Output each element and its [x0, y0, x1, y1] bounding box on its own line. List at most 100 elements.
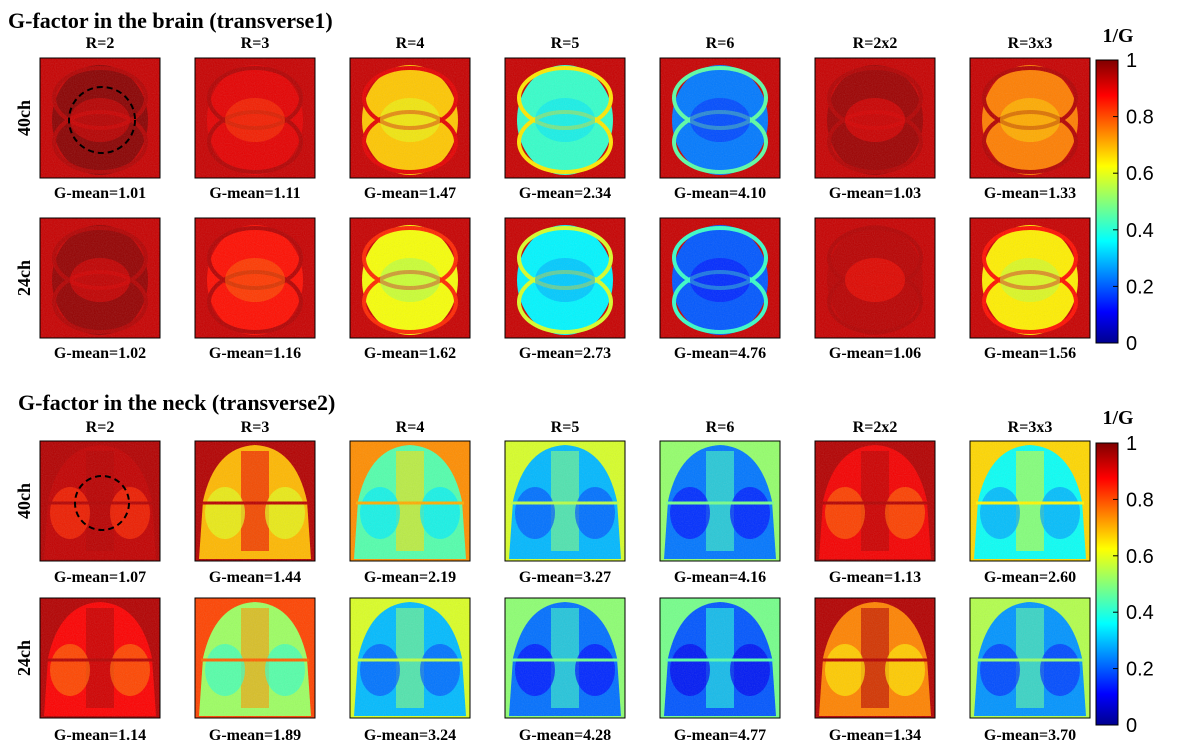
heatmap-cell: [504, 57, 626, 179]
colorbar-tick-label: 0.2: [1126, 276, 1154, 298]
heatmap-cell: [39, 217, 161, 339]
column-header: R=2x2: [853, 419, 898, 436]
column-header: R=6: [706, 35, 735, 52]
noise-overlay: [505, 441, 625, 561]
noise-overlay: [350, 441, 470, 561]
noise-overlay: [505, 598, 625, 718]
cell-border: [39, 440, 161, 562]
cell-border: [349, 217, 471, 339]
colorbar-tick-label: 1: [1126, 433, 1137, 455]
cell-border: [349, 597, 471, 719]
noise-overlay: [970, 598, 1090, 718]
colorbar-label: 1/G: [1102, 407, 1134, 429]
noise-overlay: [660, 441, 780, 561]
column-header: R=2x2: [853, 35, 898, 52]
heatmap-cell: [39, 57, 161, 179]
cell-border: [504, 440, 626, 562]
column-header: R=5: [551, 419, 580, 436]
heatmap-cell: [194, 440, 316, 562]
g-mean-label: G-mean=2.19: [364, 569, 456, 586]
heatmap-cell: [349, 57, 471, 179]
g-mean-label: G-mean=1.01: [54, 185, 146, 202]
g-mean-label: G-mean=2.34: [519, 185, 611, 202]
heatmap-cell: [659, 57, 781, 179]
g-mean-label: G-mean=4.28: [519, 727, 611, 744]
cell-border: [814, 217, 936, 339]
heatmap-cell: [504, 597, 626, 719]
heatmap-cell: [504, 440, 626, 562]
colorbar-tick-label: 1: [1126, 50, 1137, 72]
g-mean-label: G-mean=1.06: [829, 345, 921, 362]
panel-title: G-factor in the neck (transverse2): [18, 390, 335, 415]
heatmap-cell: [814, 57, 936, 179]
g-mean-label: G-mean=1.56: [984, 345, 1076, 362]
heatmap-cell: [814, 597, 936, 719]
g-mean-label: G-mean=4.10: [674, 185, 766, 202]
noise-overlay: [505, 58, 625, 178]
column-headers: R=2 R=3 R=4 R=5 R=6 R=2x2 R=3x3: [86, 419, 1053, 436]
row-label: 40ch: [14, 100, 34, 136]
g-mean-label: G-mean=2.60: [984, 569, 1076, 586]
panel-title: G-factor in the brain (transverse1): [8, 8, 333, 33]
heatmap-cell: [194, 597, 316, 719]
noise-overlay: [195, 58, 315, 178]
heatmap-cell: [659, 217, 781, 339]
g-mean-label: G-mean=1.34: [829, 727, 921, 744]
cell-border: [39, 597, 161, 719]
cell-border: [659, 57, 781, 179]
g-mean-label: G-mean=3.27: [519, 569, 611, 586]
noise-overlay: [660, 58, 780, 178]
cell-border: [504, 57, 626, 179]
g-mean-label: G-mean=1.62: [364, 345, 456, 362]
cell-border: [659, 440, 781, 562]
g-mean-labels: G-mean=1.01 G-mean=1.11 G-mean=1.47 G-mean=…: [54, 185, 1076, 362]
colorbar-tick-label: 0: [1126, 333, 1137, 355]
heatmap-cell: [969, 217, 1091, 339]
panel-neck: G-factor in the neck (transverse2) R=2 R=…: [14, 390, 1154, 744]
noise-overlay: [660, 218, 780, 338]
row-label: 24ch: [14, 640, 34, 676]
cell-border: [969, 440, 1091, 562]
row-label: 24ch: [14, 260, 34, 296]
noise-overlay: [815, 441, 935, 561]
noise-overlay: [40, 218, 160, 338]
heatmap-cell: [39, 597, 161, 719]
column-header: R=5: [551, 35, 580, 52]
heatmap-cell: [814, 440, 936, 562]
heatmap-cell: [349, 440, 471, 562]
noise-overlay: [970, 441, 1090, 561]
row-labels: 40ch 24ch: [14, 483, 34, 676]
column-header: R=4: [396, 419, 425, 436]
noise-overlay: [970, 58, 1090, 178]
noise-overlay: [350, 58, 470, 178]
column-header: R=4: [396, 35, 425, 52]
g-mean-label: G-mean=1.11: [209, 185, 300, 202]
roi-circle: [74, 475, 130, 531]
colorbar-tick-label: 0.8: [1126, 489, 1154, 511]
heatmap-cell: [349, 217, 471, 339]
heatmap-cell: [969, 440, 1091, 562]
cell-border: [969, 597, 1091, 719]
noise-overlay: [350, 218, 470, 338]
g-mean-label: G-mean=3.24: [364, 727, 456, 744]
column-header: R=6: [706, 419, 735, 436]
heatmap-cell: [969, 57, 1091, 179]
g-mean-label: G-mean=1.14: [54, 727, 146, 744]
heatmap-grid: [39, 57, 1091, 339]
column-header: R=2: [86, 35, 115, 52]
column-headers: R=2 R=3 R=4 R=5 R=6 R=2x2 R=3x3: [86, 35, 1053, 52]
heatmap-cell: [659, 597, 781, 719]
cell-border: [194, 217, 316, 339]
cell-border: [814, 440, 936, 562]
g-mean-label: G-mean=4.76: [674, 345, 766, 362]
colorbar-tick-label: 0.4: [1126, 602, 1154, 624]
colorbar-tick-label: 0.6: [1126, 163, 1154, 185]
cell-border: [39, 217, 161, 339]
noise-overlay: [40, 58, 160, 178]
cell-border: [814, 57, 936, 179]
row-label: 40ch: [14, 483, 34, 519]
colorbar-tick-label: 0.2: [1126, 659, 1154, 681]
g-mean-label: G-mean=1.89: [209, 727, 301, 744]
cell-border: [659, 597, 781, 719]
